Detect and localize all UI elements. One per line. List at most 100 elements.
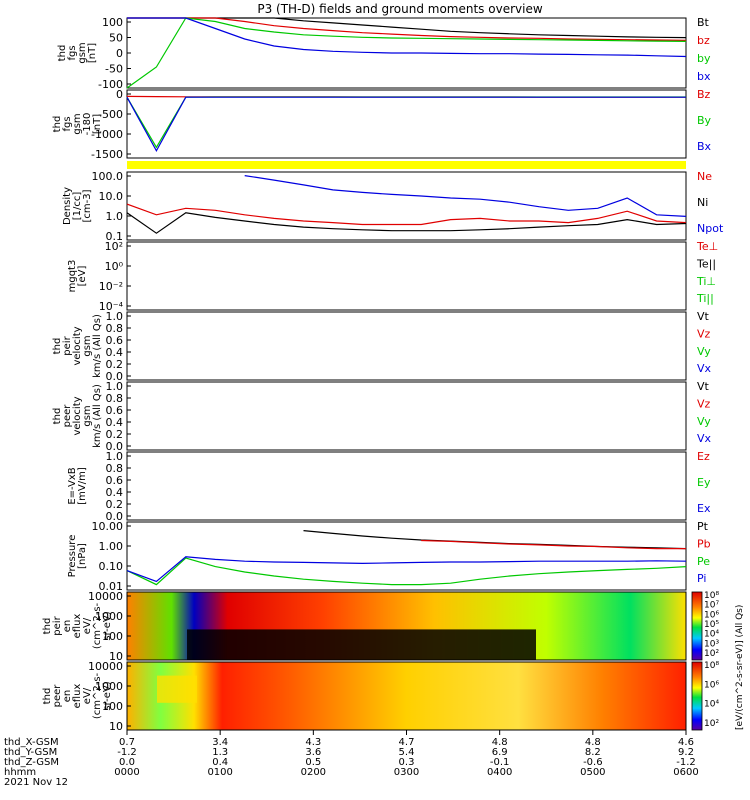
y-tick-label: 0.2 [106, 358, 124, 371]
legend-label-Te⊥: Te⊥ [696, 240, 718, 253]
legend-label-Te||: Te|| [696, 257, 716, 270]
y-axis-label: Density [62, 187, 73, 225]
series-line-bx [127, 17, 687, 58]
panel-6: 1.00.80.60.40.20.0 thd peer velocity gsm km/s… [52, 380, 712, 453]
y-tick-label: 1000 [95, 610, 123, 623]
y-axis-label: fgs [67, 45, 78, 60]
x-tick-label: 0200 [301, 767, 326, 778]
y-axis-label: [nT] [92, 114, 103, 134]
x-tick-label: 3.4 [212, 737, 228, 748]
x-axis-row-label: thd_Z-GSM [4, 757, 59, 768]
legend-label-Pt: Pt [697, 520, 709, 533]
legend-label-bx: bx [697, 70, 711, 83]
y-tick-label: -500 [98, 108, 123, 121]
legend-label-Vy: Vy [697, 345, 711, 358]
y-axis-label: E=-VxB [67, 467, 78, 504]
legend-label-Ex: Ex [697, 502, 711, 515]
legend-label-Ni: Ni [697, 196, 708, 209]
panel-frame [126, 451, 687, 521]
legend-label-Vt: Vt [697, 380, 710, 393]
y-axis-label: gsm [82, 335, 93, 356]
y-axis-label: eflux [72, 614, 83, 639]
y-tick-label: 100 [102, 16, 123, 29]
legend-label-Ez: Ez [697, 450, 710, 463]
x-tick-label: -0.6 [583, 757, 603, 768]
legend-label-by: by [697, 52, 711, 65]
x-tick-label: 0.7 [119, 737, 135, 748]
x-tick-label: 0600 [673, 767, 698, 778]
colorbar-tick-label: 10² [704, 719, 719, 729]
y-tick-label: 0.1 [106, 230, 124, 243]
y-tick-label: 0 [116, 88, 123, 101]
y-tick-label: 100 [102, 630, 123, 643]
spectrogram-bright-region [157, 675, 197, 703]
series-line-bz [127, 17, 687, 41]
y-axis-label: eV/ [82, 687, 93, 704]
y-tick-label: 10000 [88, 590, 123, 603]
colorbar-title: [eV/(cm^2-s-sr-eV)] (All Qs) [735, 605, 745, 730]
colorbar-tick-label: 10⁴ [704, 700, 719, 710]
panel-frame [126, 521, 687, 591]
y-axis-label: [nT] [87, 43, 98, 63]
x-tick-label: 0100 [207, 767, 232, 778]
y-tick-label: 0.01 [99, 580, 124, 593]
y-tick-label: 1.0 [106, 210, 124, 223]
y-tick-label: 0.6 [106, 404, 124, 417]
series-line-Pt [303, 530, 687, 550]
colorbar-tick-label: 10⁸ [704, 591, 719, 601]
y-tick-label: 10000 [88, 660, 123, 673]
y-axis-label: gsm [82, 405, 93, 426]
y-tick-label: 1.0 [106, 450, 124, 463]
y-tick-label: 10⁰ [105, 260, 124, 273]
y-axis-label: -180 [82, 113, 93, 136]
panel-frame [126, 89, 687, 159]
legend-label-Pi: Pi [697, 572, 706, 585]
y-axis-label: [1/cc] [72, 192, 83, 221]
colorbar-tick-label: 10⁸ [704, 661, 719, 671]
y-tick-label: 0.0 [106, 370, 124, 383]
colorbar-tick-label: 10⁶ [704, 610, 719, 620]
panel-1: 100 50 0 -50 -100 thd fgs gsm [nT] Bt bz by bx [57, 16, 711, 91]
legend-label-Vz: Vz [697, 397, 711, 410]
y-axis-label: [eV] [77, 266, 88, 287]
x-axis-row-label: thd_Y-GSM [4, 747, 57, 758]
y-axis-label: thd [52, 408, 63, 425]
x-tick-label: 9.2 [678, 747, 694, 758]
series-line-Pb [421, 539, 686, 550]
y-axis-label: eflux [72, 684, 83, 709]
y-axis-label: thd [52, 338, 63, 355]
series-line-Ni [126, 212, 687, 234]
y-axis-label: (cm^2-s- [92, 602, 103, 649]
y-tick-label: -50 [105, 63, 123, 76]
spectrogram-dark-region [187, 629, 536, 660]
y-tick-label: 10 [109, 650, 123, 663]
y-axis-label: (cm^2-s- [92, 672, 103, 719]
yellow-flag-bar [127, 161, 686, 169]
colorbar [691, 661, 703, 731]
x-tick-label: -0.1 [490, 757, 510, 768]
x-tick-label: 0000 [114, 767, 139, 778]
y-axis-label: [cm-3] [82, 189, 93, 222]
series-line-Pe [126, 557, 687, 586]
x-tick-label: 0400 [487, 767, 512, 778]
y-axis-label: velocity [72, 326, 83, 365]
y-tick-label: 0 [116, 47, 123, 60]
colorbar-tick-label: 10⁴ [704, 630, 719, 640]
y-tick-label: 1.00 [99, 540, 124, 553]
x-tick-label: -1.2 [676, 757, 696, 768]
y-tick-label: 0.8 [106, 322, 124, 335]
legend-label-Vz: Vz [697, 327, 711, 340]
y-tick-label: -1000 [91, 128, 123, 141]
date-label: 2021 Nov 12 [4, 777, 68, 788]
series-line-by [126, 17, 687, 89]
y-axis-label: velocity [72, 396, 83, 435]
x-tick-label: 0500 [580, 767, 605, 778]
y-tick-label: 1000 [95, 680, 123, 693]
y-tick-label: 0.8 [106, 462, 124, 475]
y-tick-label: 0.0 [106, 510, 124, 523]
panel-frame [126, 591, 687, 661]
y-tick-label: 10.00 [92, 520, 124, 533]
y-tick-label: -1500 [91, 148, 123, 161]
y-axis-label: gsm [77, 42, 88, 63]
